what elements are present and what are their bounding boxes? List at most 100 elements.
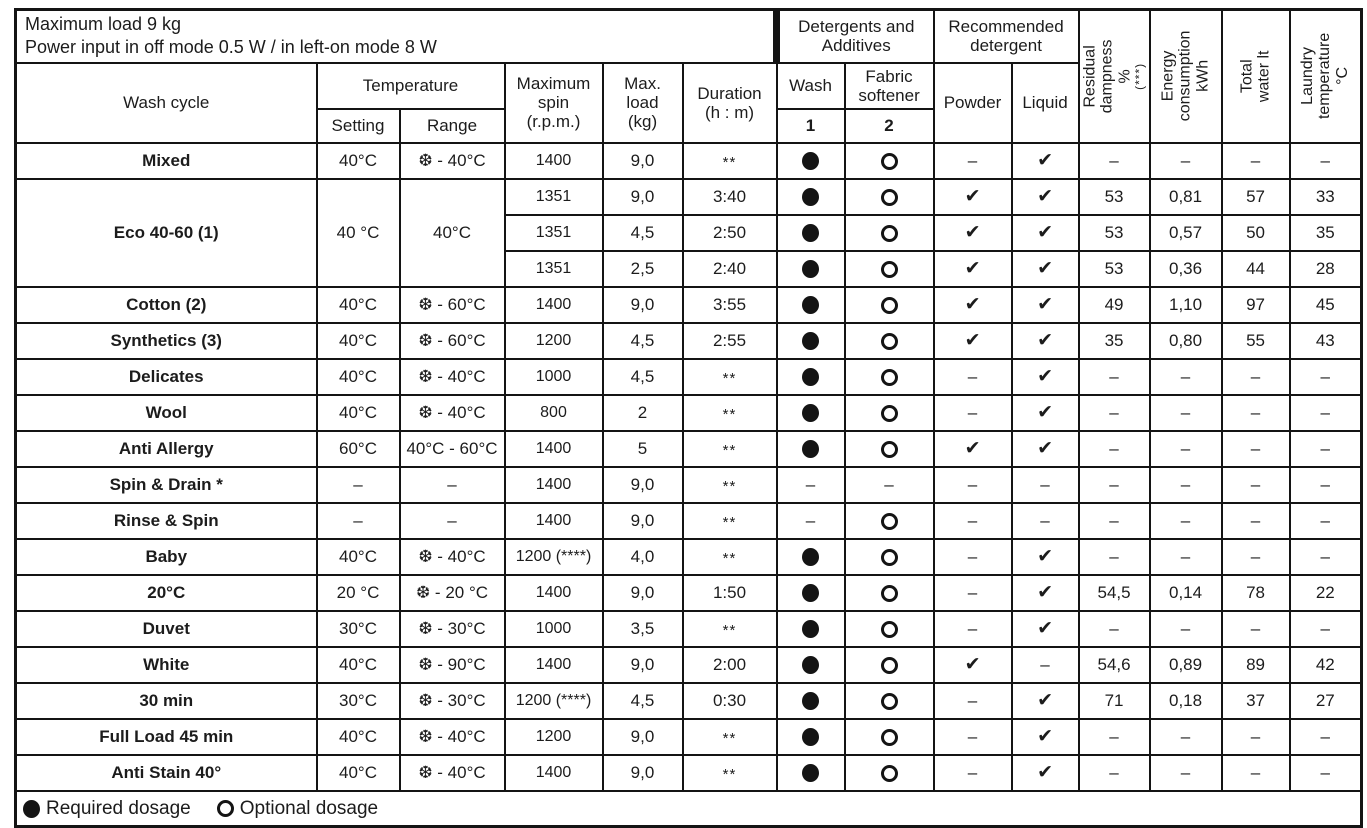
cell-powder: –	[932, 609, 1013, 648]
cell-max-load: 9,0	[601, 177, 684, 216]
legend-required-label: Required dosage	[46, 797, 191, 819]
cell-max-load: 9,0	[601, 141, 684, 180]
table-row-info: Maximum load 9 kg Power input in off mod…	[14, 8, 1363, 144]
cell-residual-dampness: –	[1077, 357, 1151, 396]
table-row: 30 min 30°C ❆ - 30°C 1200 (****) 4,5 0:30 – ✔ 71…	[14, 681, 1363, 720]
cell-wash-cycle: Anti Stain 40°	[14, 753, 318, 792]
cell-laundry-temperature: –	[1288, 753, 1363, 792]
optional-dosage-icon	[880, 728, 898, 746]
cell-duration: **	[681, 357, 778, 396]
footnote-stars: **	[722, 514, 737, 532]
cell-total-water: 97	[1220, 285, 1291, 324]
footnote-stars: **	[722, 730, 737, 748]
optional-dosage-icon	[880, 584, 898, 602]
cell-duration: 3:55	[681, 285, 778, 324]
table-row: Cotton (2) 40°C ❆ - 60°C 1400 9,0 3:55 ✔ ✔ 49 1,1…	[14, 285, 1363, 324]
cell-energy-consumption: –	[1148, 609, 1223, 648]
max-load-note: Maximum load 9 kg	[25, 14, 182, 34]
cell-residual-dampness: –	[1077, 501, 1151, 540]
cell-laundry-temperature: –	[1288, 501, 1363, 540]
cell-total-water: –	[1220, 717, 1291, 756]
check-icon: ✔	[1010, 573, 1080, 612]
residual-dampness-text: Residual dampness %	[1081, 39, 1134, 114]
cell-max-spin: 1400	[503, 753, 604, 792]
optional-dosage-icon	[880, 152, 898, 170]
cell-max-spin: 1351	[503, 249, 604, 288]
cell-max-spin: 1400	[503, 573, 604, 612]
optional-dosage-icon	[880, 296, 898, 314]
legend: Required dosage Optional dosage	[14, 789, 1363, 828]
cell-residual-dampness: –	[1077, 609, 1151, 648]
table-row: Wool 40°C ❆ - 40°C 800 2 ** – ✔ – – – –	[14, 393, 1363, 432]
cell-fabric-softener	[843, 501, 935, 540]
header-recommended-detergent: Recommended detergent	[932, 8, 1080, 64]
cell-powder: –	[932, 501, 1013, 540]
energy-consumption-rotated-label: Energy consumption kWh	[1152, 12, 1220, 141]
cell-wash-cycle: Delicates	[14, 357, 318, 396]
cell-temperature-range: ❆ - 30°C	[398, 609, 506, 648]
check-icon: ✔	[932, 429, 1013, 468]
table-row-legend: Required dosage Optional dosage	[14, 789, 1363, 828]
optional-dosage-icon	[880, 404, 898, 422]
cell-duration: 2:40	[681, 249, 778, 288]
optional-dosage-icon	[880, 548, 898, 566]
table-row: Spin & Drain * – –1400 9,0 ** – – – – – – – –	[14, 465, 1363, 504]
cell-fabric-softener	[843, 753, 935, 792]
cell-duration: 2:50	[681, 213, 778, 252]
required-dosage-icon	[802, 656, 820, 675]
cell-energy-consumption: 0,14	[1148, 573, 1223, 612]
check-icon: ✔	[1010, 753, 1080, 792]
cell-temperature-range: ❆ - 60°C	[398, 321, 506, 360]
check-icon: ✔	[1010, 321, 1080, 360]
cell-fabric-softener	[843, 357, 935, 396]
required-dosage-icon	[802, 728, 820, 747]
cell-energy-consumption: 1,10	[1148, 285, 1223, 324]
total-water-text: Total water lt	[1238, 50, 1273, 103]
check-icon: ✔	[1010, 609, 1080, 648]
cell-energy-consumption: –	[1148, 753, 1223, 792]
cell-residual-dampness: –	[1077, 537, 1151, 576]
cell-duration: 2:00	[681, 645, 778, 684]
cell-max-spin: 1400	[503, 141, 604, 180]
cell-laundry-temperature: 43	[1288, 321, 1363, 360]
cell-max-load: 9,0	[601, 573, 684, 612]
required-dosage-icon	[802, 224, 820, 243]
cell-wash-cycle: Cotton (2)	[14, 285, 318, 324]
cell-laundry-temperature: 35	[1288, 213, 1363, 252]
cell-temperature-setting: 40°C	[315, 717, 401, 756]
required-dosage-icon	[802, 404, 820, 423]
cell-laundry-temperature: –	[1288, 609, 1363, 648]
total-water-rotated-label: Total water lt	[1224, 12, 1288, 141]
required-dosage-icon	[23, 799, 40, 818]
cell-energy-consumption: 0,81	[1148, 177, 1223, 216]
cell-temperature-range: ❆ - 90°C	[398, 645, 506, 684]
cell-max-spin: 1400	[503, 285, 604, 324]
cell-max-spin: 1351	[503, 177, 604, 216]
table-row: Anti Allergy 60°C 40°C - 60°C 1400 5 ** ✔ ✔ – – – –	[14, 429, 1363, 468]
cell-max-load: 9,0	[601, 465, 684, 504]
cell-wash	[775, 717, 846, 756]
cell-temperature-setting: 40°C	[315, 645, 401, 684]
cell-total-water: –	[1220, 393, 1291, 432]
cell-residual-dampness: 53	[1077, 177, 1151, 216]
cell-residual-dampness: 35	[1077, 321, 1151, 360]
cell-max-load: 4,5	[601, 321, 684, 360]
cell-total-water: –	[1220, 357, 1291, 396]
cell-laundry-temperature: 27	[1288, 681, 1363, 720]
optional-dosage-icon	[880, 620, 898, 638]
cell-wash-cycle: Spin & Drain *	[14, 465, 318, 504]
cell-temperature-range: ❆ - 40°C	[398, 753, 506, 792]
cell-energy-consumption: –	[1148, 501, 1223, 540]
footnote-stars: **	[722, 622, 737, 640]
cell-wash-cycle: 30 min	[14, 681, 318, 720]
check-icon: ✔	[932, 321, 1013, 360]
cell-residual-dampness: –	[1077, 753, 1151, 792]
cell-temperature-range: ❆ - 60°C	[398, 285, 506, 324]
cell-fabric-softener	[843, 249, 935, 288]
required-dosage-icon	[802, 548, 820, 567]
cell-total-water: 37	[1220, 681, 1291, 720]
required-dosage-icon	[802, 188, 820, 207]
check-icon: ✔	[1010, 285, 1080, 324]
cell-residual-dampness: 54,5	[1077, 573, 1151, 612]
footnote-stars: **	[722, 550, 737, 568]
